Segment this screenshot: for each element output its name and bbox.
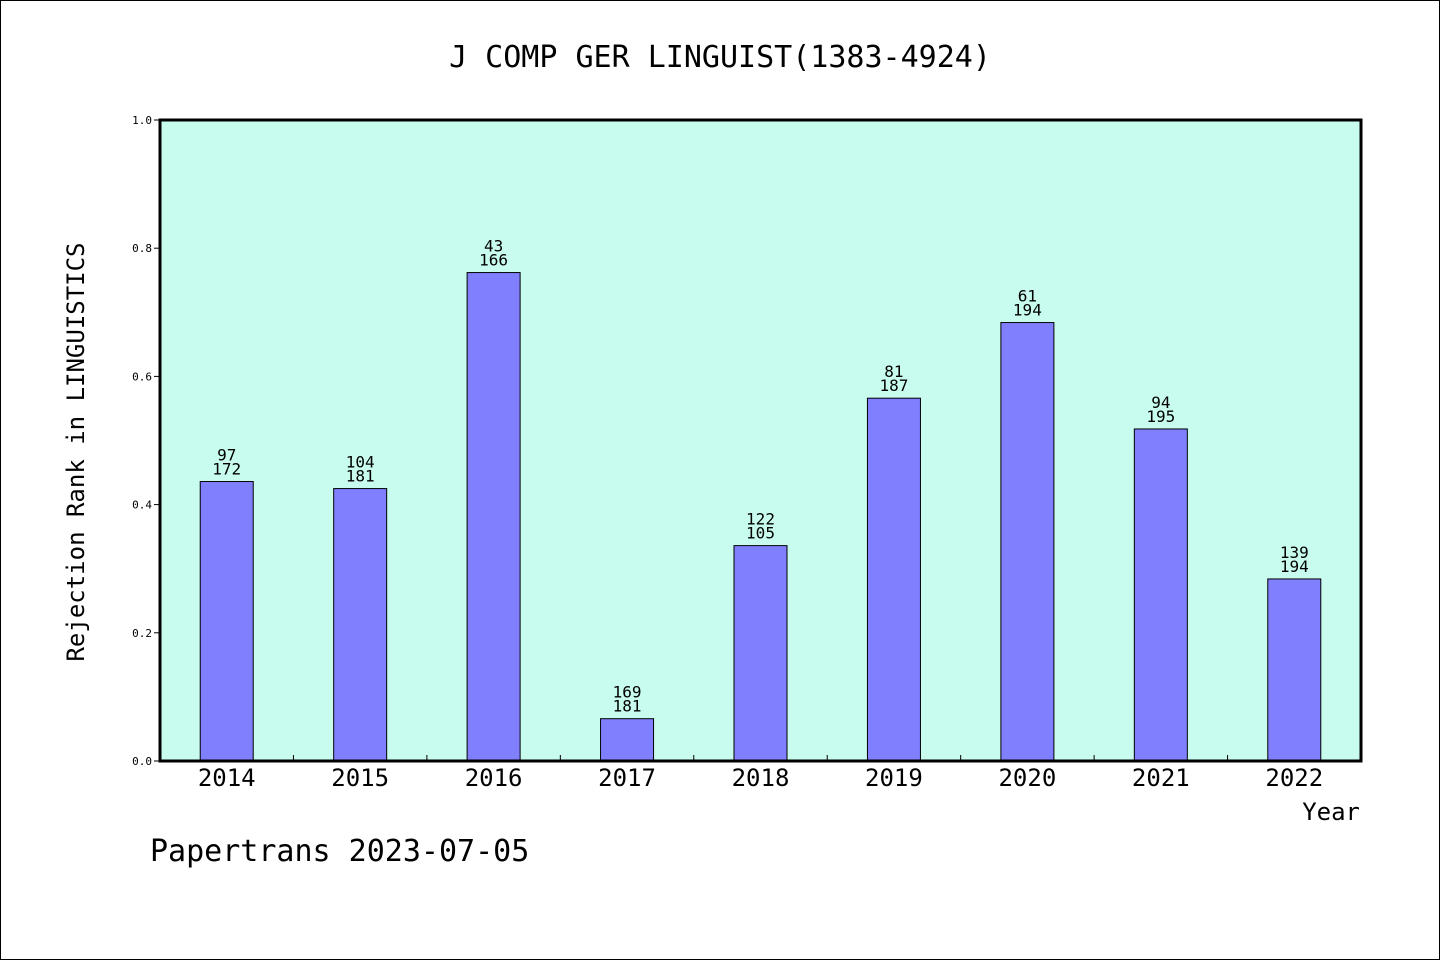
bar-2019 [866, 397, 921, 762]
x-tick-label: 2016 [465, 764, 523, 792]
bar-label-bottom: 105 [746, 524, 775, 543]
bar-label-bottom: 195 [1146, 407, 1175, 426]
bar-label-top: 81 [884, 362, 903, 381]
bar-label-top: 97 [217, 446, 236, 465]
x-axis-label: Year [1302, 798, 1360, 826]
bar-series [199, 272, 1322, 762]
x-tick-label: 2021 [1132, 764, 1190, 792]
bar-2017 [600, 718, 655, 762]
y-tick-label: 0.6 [132, 370, 152, 383]
bar-label-top: 169 [613, 683, 642, 702]
bar-label-top: 61 [1018, 287, 1037, 306]
y-axis: 0.0 0.2 0.4 0.6 0.8 1.0 [132, 114, 160, 768]
bar-2018 [733, 545, 788, 762]
plot-border [158, 118, 1363, 763]
bar-label-bottom: 181 [613, 697, 642, 716]
x-axis: 2014 2015 2016 2017 2018 2019 2020 2021 2022 [198, 755, 1323, 792]
y-tick-label: 0.0 [132, 755, 152, 768]
bar-label-bottom: 194 [1013, 301, 1042, 320]
bar-2016 [466, 272, 521, 762]
x-tick-label: 2015 [331, 764, 389, 792]
bar-label-top: 104 [346, 453, 375, 472]
x-tick-label: 2014 [198, 764, 256, 792]
bar-label-bottom: 187 [879, 376, 908, 395]
footer-watermark: Papertrans 2023-07-05 [150, 834, 530, 869]
bar-label-top: 43 [484, 237, 503, 256]
bar-label-bottom: 166 [479, 251, 508, 270]
x-tick-label: 2020 [998, 764, 1056, 792]
y-tick-label: 0.2 [132, 627, 152, 640]
x-tick-label: 2019 [865, 764, 923, 792]
x-tick-label: 2017 [598, 764, 656, 792]
bar-label-bottom: 181 [346, 467, 375, 486]
bar-2021 [1133, 428, 1188, 762]
y-tick-label: 1.0 [132, 114, 152, 127]
x-tick-label: 2022 [1265, 764, 1323, 792]
bar-label-top: 122 [746, 510, 775, 529]
chart-title: J COMP GER LINGUIST(1383-4924) [449, 40, 991, 75]
bar-2015 [333, 488, 388, 762]
bar-2022 [1267, 578, 1322, 762]
bar-2014 [199, 481, 254, 762]
y-axis-label: Rejection Rank in LINGUISTICS [62, 242, 90, 661]
bar-label-top: 139 [1280, 543, 1309, 562]
y-tick-label: 0.4 [132, 499, 152, 512]
x-tick-label: 2018 [732, 764, 790, 792]
bar-label-bottom: 194 [1280, 557, 1309, 576]
bar-label-bottom: 172 [212, 460, 241, 479]
bar-label-top: 94 [1151, 393, 1170, 412]
y-tick-label: 0.8 [132, 242, 152, 255]
bar-2020 [1000, 322, 1055, 762]
